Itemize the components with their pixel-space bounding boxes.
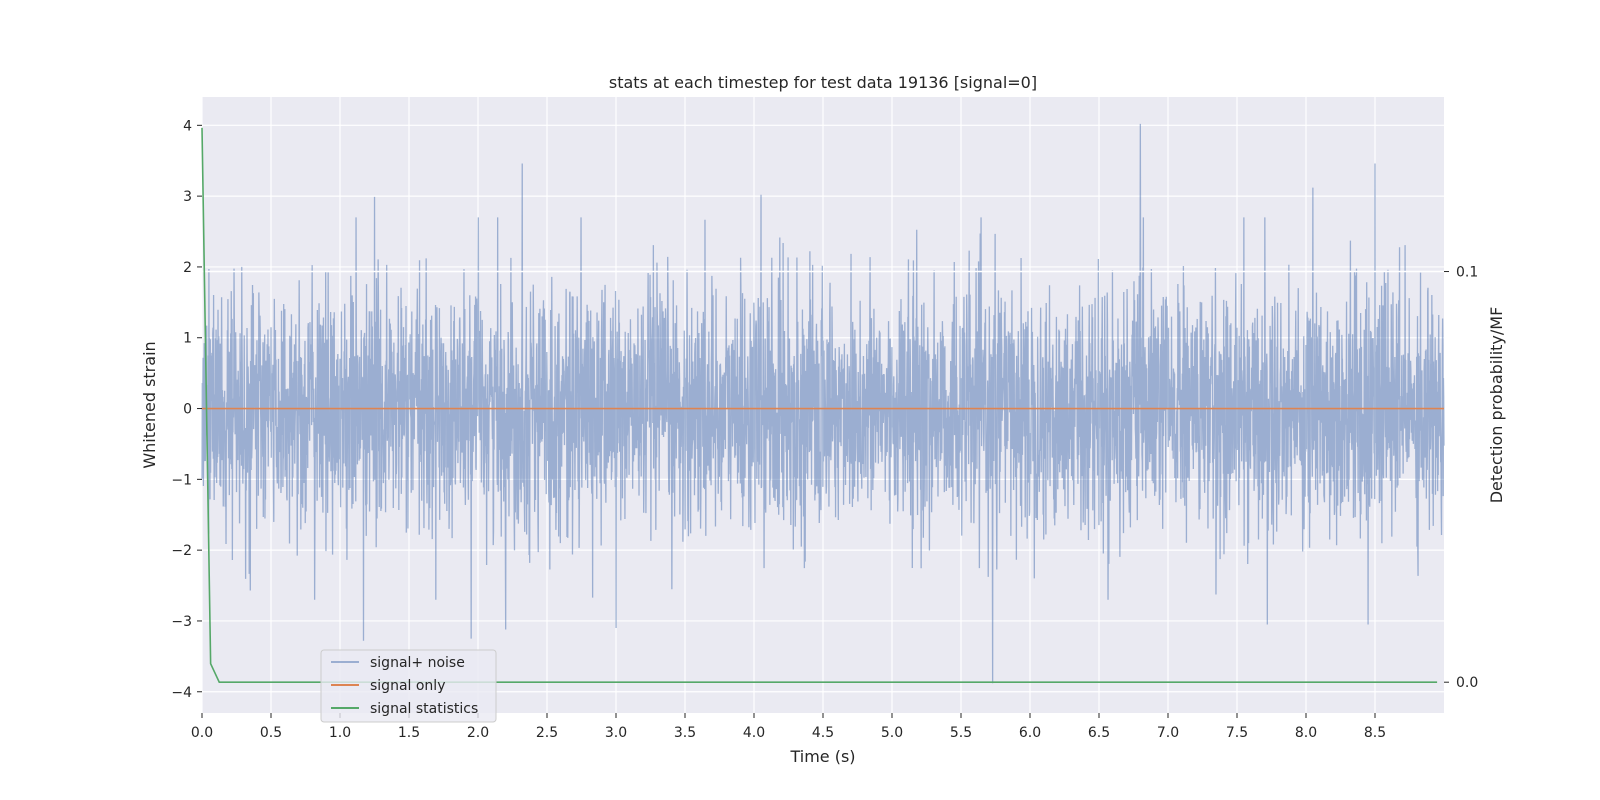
x-tick-label: 0.5 — [260, 725, 282, 741]
y-tick-label: 4 — [183, 118, 192, 134]
series-line-signal-statistics — [201, 127, 1438, 683]
legend-label-signal-statistics: signal statistics — [370, 701, 478, 717]
legend: signal+ noise signal only signal statist… — [320, 649, 497, 723]
x-tick-label: 1.0 — [329, 725, 351, 741]
series-lines — [201, 127, 1444, 683]
chart-title: stats at each timestep for test data 191… — [609, 73, 1037, 92]
x-tick-label: 2.0 — [467, 725, 489, 741]
x-tick-label: 4.5 — [812, 725, 834, 741]
y-tick-label: −3 — [171, 614, 192, 630]
x-tick-label: 1.5 — [398, 725, 420, 741]
y-tick-label: 2 — [183, 260, 192, 276]
y2-axis: 0.0 0.1 — [1444, 265, 1478, 691]
x-tick-label: 8.0 — [1295, 725, 1317, 741]
y2-tick-label: 0.0 — [1456, 675, 1478, 691]
x-axis: 0.0 0.5 1.0 1.5 2.0 2.5 3.0 3.5 4.0 4.5 5.0 5.5 6.0 6… — [191, 713, 1386, 741]
x-tick-label: 3.5 — [674, 725, 696, 741]
x-tick-label: 8.5 — [1364, 725, 1386, 741]
x-tick-label: 0.0 — [191, 725, 213, 741]
series-signal-noise — [201, 123, 1445, 684]
y-axis-title: Whitened strain — [140, 341, 159, 468]
y-tick-label: 0 — [183, 402, 192, 418]
x-tick-label: 6.0 — [1019, 725, 1041, 741]
x-tick-label: 2.5 — [536, 725, 558, 741]
x-tick-label: 4.0 — [743, 725, 765, 741]
x-tick-label: 3.0 — [605, 725, 627, 741]
x-tick-label: 6.5 — [1088, 725, 1110, 741]
series-line-signal-noise — [201, 123, 1445, 684]
legend-box — [320, 649, 497, 723]
legend-label-signal-only: signal only — [370, 678, 445, 694]
y2-tick-label: 0.1 — [1456, 265, 1478, 281]
x-tick-label: 7.5 — [1226, 725, 1248, 741]
y-tick-label: −4 — [171, 685, 192, 701]
y-axis: −4 −3 −2 −1 0 1 2 3 4 — [171, 118, 202, 701]
x-tick-label: 5.5 — [950, 725, 972, 741]
x-tick-label: 7.0 — [1157, 725, 1179, 741]
y2-axis-title: Detection probability/MF — [1487, 307, 1506, 504]
y-tick-label: −2 — [171, 543, 192, 559]
y-tick-label: −1 — [171, 472, 192, 488]
y-tick-label: 3 — [183, 189, 192, 205]
legend-label-signal-noise: signal+ noise — [370, 655, 465, 671]
x-axis-title: Time (s) — [789, 747, 855, 766]
x-tick-label: 5.0 — [881, 725, 903, 741]
y-tick-label: 1 — [183, 331, 192, 347]
